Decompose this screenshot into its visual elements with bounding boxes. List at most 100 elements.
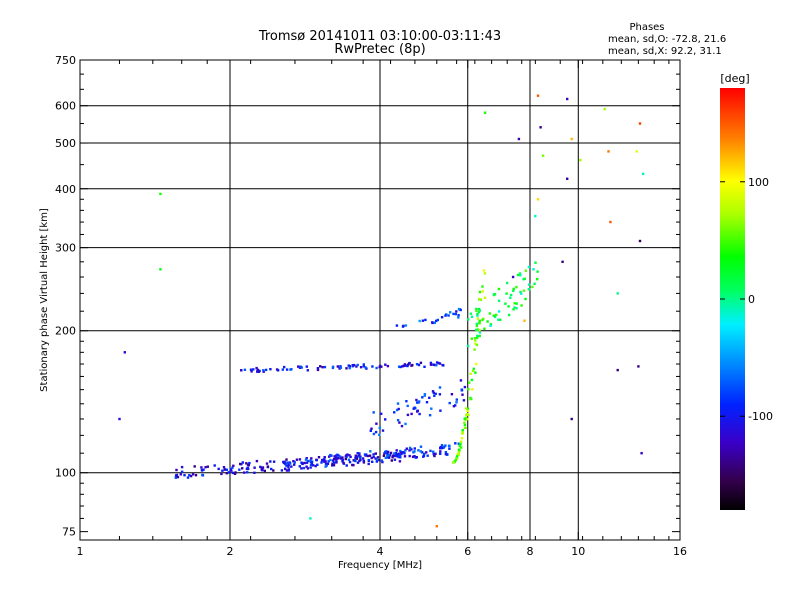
scatter-point xyxy=(603,107,606,111)
trace-point xyxy=(310,460,314,463)
trace-point xyxy=(418,412,421,416)
trace-point xyxy=(423,393,427,396)
trace-point xyxy=(420,451,424,454)
trace-point xyxy=(305,365,308,368)
trace-point xyxy=(338,455,342,458)
trace-point xyxy=(446,453,449,456)
trace-point xyxy=(397,365,401,368)
trace-point xyxy=(391,454,395,457)
trace-point xyxy=(433,394,436,397)
trace-point xyxy=(466,407,470,410)
trace-point xyxy=(527,265,531,269)
trace-point xyxy=(417,449,420,452)
trace-point xyxy=(418,319,421,323)
trace-point xyxy=(399,449,402,453)
data-points xyxy=(118,94,645,528)
trace-point xyxy=(398,460,402,463)
trace-point xyxy=(486,320,489,323)
trace-point xyxy=(467,388,470,391)
y-tick-label: 100 xyxy=(55,467,76,480)
trace-point xyxy=(406,364,409,368)
trace-point xyxy=(466,409,469,413)
trace-point xyxy=(450,393,454,396)
trace-point xyxy=(497,310,501,313)
trace-point xyxy=(374,457,377,460)
trace-point xyxy=(439,446,442,449)
trace-point xyxy=(297,365,300,368)
trace-point xyxy=(493,315,497,319)
trace-point xyxy=(179,473,182,476)
trace-point xyxy=(306,369,309,372)
trace-point xyxy=(426,454,429,457)
trace-point xyxy=(408,454,411,458)
trace-point xyxy=(358,459,361,463)
trace-point xyxy=(428,396,431,399)
trace-point xyxy=(335,461,338,464)
trace-point xyxy=(488,312,492,315)
trace-point xyxy=(412,451,415,454)
trace-point xyxy=(290,465,293,468)
trace-point xyxy=(309,466,312,469)
trace-point xyxy=(400,451,403,454)
trace-point xyxy=(415,363,419,366)
trace-point xyxy=(475,343,479,347)
scatter-point xyxy=(511,275,515,279)
scatter-point xyxy=(638,122,642,125)
scatter-point xyxy=(609,220,612,224)
trace-point xyxy=(428,414,432,417)
trace-point xyxy=(476,328,479,331)
trace-point xyxy=(471,388,474,391)
trace-point xyxy=(377,458,381,462)
trace-point xyxy=(176,475,180,479)
trace-point xyxy=(400,452,403,456)
trace-point xyxy=(417,363,421,367)
trace-point xyxy=(400,424,404,428)
scatter-point xyxy=(640,452,643,455)
trace-point xyxy=(457,442,460,445)
trace-point xyxy=(475,362,478,366)
trace-point xyxy=(321,366,324,369)
trace-point xyxy=(241,467,244,470)
trace-point xyxy=(524,297,527,301)
trace-point xyxy=(444,453,448,456)
trace-point xyxy=(252,368,255,371)
trace-point xyxy=(473,337,477,340)
trace-point xyxy=(475,324,479,328)
trace-point xyxy=(464,416,468,420)
trace-point xyxy=(398,421,401,424)
x-tick-label: 2 xyxy=(227,545,234,558)
trace-point xyxy=(193,465,196,468)
trace-point xyxy=(361,457,365,460)
trace-point xyxy=(384,418,387,421)
trace-point xyxy=(246,463,250,466)
scatter-point xyxy=(616,292,619,295)
trace-point xyxy=(362,365,365,368)
trace-point xyxy=(325,464,328,467)
trace-point xyxy=(482,269,486,272)
trace-point xyxy=(265,462,269,465)
trace-point xyxy=(410,448,413,451)
chart-subtitle: RwPretec (8p) xyxy=(334,42,425,57)
trace-point xyxy=(312,464,315,467)
scatter-point xyxy=(523,319,526,322)
trace-point xyxy=(423,394,426,397)
scatter-point xyxy=(534,214,537,218)
trace-point xyxy=(380,365,383,368)
trace-point xyxy=(354,454,357,457)
trace-point xyxy=(206,465,209,468)
trace-point xyxy=(337,456,340,460)
trace-point xyxy=(509,296,512,299)
trace-point xyxy=(425,401,429,404)
trace-point xyxy=(507,305,510,308)
trace-point xyxy=(300,467,303,470)
trace-point xyxy=(421,319,425,322)
trace-point xyxy=(449,311,452,314)
x-tick-label: 16 xyxy=(673,545,687,558)
trace-point xyxy=(416,401,419,404)
trace-point xyxy=(333,455,336,458)
trace-point xyxy=(372,453,375,456)
trace-point xyxy=(478,290,482,294)
trace-point xyxy=(347,364,350,367)
trace-point xyxy=(402,450,405,454)
trace-point xyxy=(474,371,477,374)
